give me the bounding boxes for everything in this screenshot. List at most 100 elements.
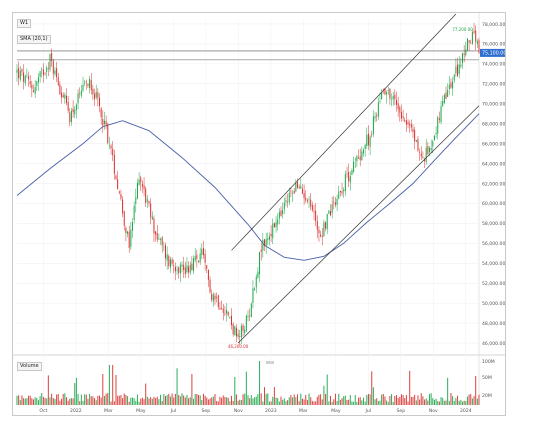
volume-bar — [160, 394, 162, 405]
volume-bar — [438, 401, 440, 405]
volume-bar — [468, 394, 470, 405]
volume-bar — [311, 400, 313, 405]
candle-body — [199, 253, 201, 263]
volume-bar — [239, 399, 241, 405]
candle-body — [468, 40, 470, 43]
candle-body — [475, 30, 477, 42]
candle-body — [339, 190, 341, 193]
volume-bar — [447, 377, 449, 405]
volume-bar — [466, 396, 468, 405]
volume-tick-label: 50M — [482, 375, 492, 381]
candle-body — [440, 106, 442, 123]
candle-body — [110, 145, 112, 149]
volume-bar — [196, 394, 198, 405]
candle-body — [207, 270, 209, 280]
volume-bar — [475, 376, 477, 405]
candle-body — [308, 198, 310, 200]
volume-bar — [140, 398, 142, 405]
candle-body — [173, 265, 175, 267]
volume-bar — [145, 383, 147, 405]
volume-bar — [292, 397, 294, 405]
volume-bar — [430, 393, 432, 405]
candle-body — [428, 147, 431, 153]
volume-tick-label: 100M — [482, 359, 495, 365]
volume-bar — [334, 393, 336, 405]
candle-body — [87, 83, 89, 86]
candle-body — [221, 308, 223, 309]
candle-body — [471, 31, 473, 44]
volume-bar — [400, 394, 402, 405]
volume-bar — [386, 400, 388, 405]
volume-bar — [275, 397, 277, 405]
candle-body — [333, 201, 335, 203]
volume-bar — [448, 400, 450, 405]
candle-body — [133, 205, 135, 220]
candle-body — [69, 112, 71, 123]
candle-body — [67, 102, 69, 111]
candle-body — [361, 151, 363, 161]
volume-bar — [391, 394, 393, 405]
volume-bar — [254, 397, 256, 405]
volume-bar — [143, 399, 145, 405]
volume-bar — [94, 398, 96, 405]
volume-bar — [346, 400, 348, 405]
volume-bar — [24, 398, 26, 405]
volume-bar — [230, 395, 233, 405]
volume-bar — [232, 401, 234, 405]
candles-layer — [16, 22, 480, 345]
candle-body — [331, 204, 333, 214]
chart-svg[interactable]: 78,000.00 76,000.00 74,000.00 72,000.00 70,0… — [13, 13, 506, 415]
candle-body — [247, 316, 249, 318]
candle-body — [103, 120, 105, 124]
candle-body — [367, 133, 369, 146]
volume-pane-label[interactable]: Volume — [17, 362, 42, 371]
volume-bar — [341, 398, 343, 405]
candle-body — [56, 68, 58, 78]
candle-body — [193, 258, 195, 271]
candle-body — [387, 90, 389, 91]
candle-body — [39, 71, 41, 77]
symbol-label[interactable]: W1 — [17, 19, 32, 28]
time-tick-label: Sep — [396, 408, 405, 414]
candle-body — [168, 256, 170, 266]
price-axis: 78,000.00 76,000.00 74,000.00 72,000.00 70,0… — [482, 22, 505, 347]
candle-body — [473, 31, 475, 33]
volume-bar — [356, 401, 358, 405]
volume-axis: 100M 50M 20M — [482, 359, 495, 399]
candle-body — [433, 135, 435, 140]
candle-body — [292, 192, 294, 194]
volume-bar — [131, 397, 134, 405]
volume-bar — [178, 394, 180, 405]
candle-body — [105, 121, 107, 125]
candle-body — [465, 49, 467, 56]
candle-body — [461, 53, 464, 64]
candle-body — [419, 151, 421, 153]
candle-body — [336, 198, 338, 205]
volume-bar — [361, 400, 363, 405]
candle-body — [334, 202, 336, 205]
volume-bar — [371, 371, 373, 405]
volume-bar — [153, 396, 155, 405]
candle-body — [113, 154, 115, 174]
volume-bar — [207, 399, 209, 405]
candle-body — [57, 77, 59, 86]
candle-body — [186, 265, 188, 272]
volume-bar — [176, 368, 178, 405]
candle-body — [338, 191, 340, 199]
time-axis: Oct 2022 Mar May Jul Sep Nov 2023 Mar May Jul Sep No… — [39, 408, 471, 414]
candle-body — [389, 88, 391, 99]
ma-indicator-label[interactable]: SMA (20,1) — [17, 35, 51, 44]
candle-body — [272, 223, 274, 239]
volume-bar — [229, 401, 231, 405]
candle-body — [325, 222, 327, 229]
time-tick-label: Nov — [429, 408, 438, 414]
volume-bar — [201, 399, 203, 405]
candle-body — [379, 101, 381, 103]
volume-bar — [221, 397, 223, 405]
price-tick-label: 64,000.00 — [482, 161, 505, 167]
volume-tick-label: 20M — [482, 393, 492, 399]
candle-body — [74, 109, 76, 115]
candle-body — [164, 244, 167, 259]
candle-body — [432, 141, 434, 147]
volume-bar — [29, 395, 31, 405]
